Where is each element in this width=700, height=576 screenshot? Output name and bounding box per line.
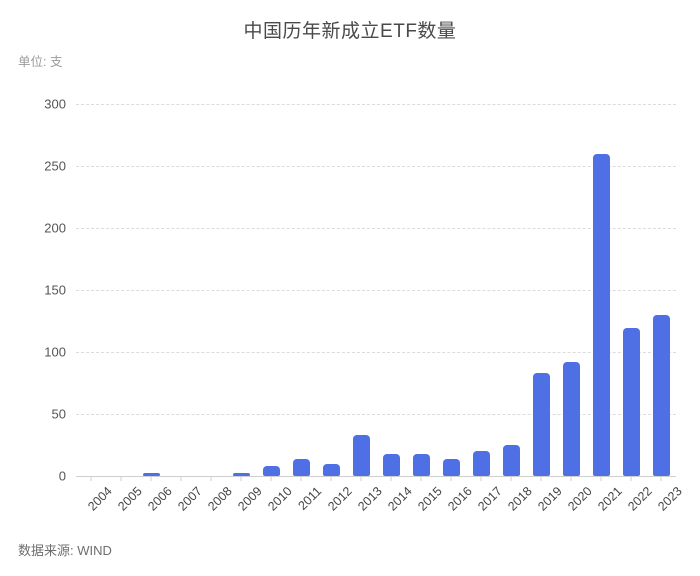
x-label-slot: 2022	[616, 482, 655, 542]
x-label-slot: 2019	[526, 482, 565, 542]
x-label-slot: 2007	[166, 482, 205, 542]
bar[interactable]	[412, 453, 430, 476]
x-label-slot: 2005	[106, 482, 145, 542]
bar-slot[interactable]	[226, 104, 256, 481]
x-axis-tickmark	[90, 476, 92, 481]
bar[interactable]	[472, 451, 490, 476]
x-label-slot: 2014	[376, 482, 415, 542]
x-axis-tickmark	[420, 476, 422, 481]
y-axis-tick-label: 0	[58, 468, 66, 484]
x-label-slot: 2011	[286, 482, 324, 542]
bar[interactable]	[292, 458, 310, 476]
x-axis-tickmark	[450, 476, 452, 481]
x-label-slot: 2010	[256, 482, 295, 542]
x-axis-tick-label: 2023	[655, 484, 685, 514]
x-label-slot: 2006	[136, 482, 175, 542]
x-axis-tickmark	[570, 476, 572, 481]
bar-slot[interactable]	[166, 104, 196, 481]
bar[interactable]	[442, 458, 460, 476]
x-label-slot: 2013	[346, 482, 385, 542]
x-label-slot: 2012	[316, 482, 355, 542]
x-axis-tickmark	[510, 476, 512, 481]
bar[interactable]	[622, 328, 640, 476]
plot-area	[76, 104, 676, 481]
bar[interactable]	[562, 361, 580, 476]
bar-series	[76, 104, 676, 481]
bar-slot[interactable]	[136, 104, 166, 481]
bar-slot[interactable]	[316, 104, 346, 481]
gridline	[76, 352, 676, 353]
x-axis-labels: 2004 2005 2006 2007 2008 2009 2010 2011 2012 2013…	[76, 482, 685, 542]
y-axis-tick-label: 250	[44, 158, 66, 174]
bar[interactable]	[502, 445, 520, 476]
gridline	[76, 228, 676, 229]
bar-slot[interactable]	[196, 104, 226, 481]
x-axis-tickmark	[660, 476, 662, 481]
y-axis-tick-label: 200	[44, 220, 66, 236]
bar[interactable]	[262, 466, 280, 476]
y-axis-tick-label: 150	[44, 282, 66, 298]
chart-unit-label: 单位: 支	[18, 55, 63, 69]
x-label-slot: 2018	[496, 482, 535, 542]
bar[interactable]	[232, 473, 250, 476]
x-axis-tickmark	[630, 476, 632, 481]
x-label-slot: 2021	[586, 482, 625, 542]
chart-title: 中国历年新成立ETF数量	[243, 21, 457, 42]
x-label-slot: 2009	[226, 482, 265, 542]
bar-slot[interactable]	[286, 104, 316, 481]
x-axis-tickmark	[240, 476, 242, 481]
chart-source: 数据来源: WIND	[18, 543, 112, 558]
gridline	[76, 104, 676, 105]
bar[interactable]	[322, 463, 340, 476]
bar-slot[interactable]	[376, 104, 406, 481]
bar[interactable]	[592, 153, 610, 476]
bar[interactable]	[352, 435, 370, 476]
x-axis-tickmark	[480, 476, 482, 481]
bar-slot[interactable]	[646, 104, 676, 481]
x-axis-tickmark	[270, 476, 272, 481]
x-axis-tickmark	[390, 476, 392, 481]
y-axis-tick-label: 100	[44, 344, 66, 360]
bar-slot[interactable]	[526, 104, 556, 481]
x-axis-tickmark	[330, 476, 332, 481]
x-label-slot: 2016	[436, 482, 475, 542]
x-label-slot: 2017	[466, 482, 505, 542]
x-axis-tickmark	[300, 476, 302, 481]
gridline	[76, 476, 676, 477]
x-label-slot: 2023	[646, 482, 685, 542]
bar-slot[interactable]	[406, 104, 436, 481]
bar-slot[interactable]	[466, 104, 496, 481]
bar[interactable]	[532, 373, 550, 476]
x-label-slot: 2004	[76, 482, 115, 542]
bar[interactable]	[652, 314, 670, 476]
bar-slot[interactable]	[496, 104, 526, 481]
bar-slot[interactable]	[556, 104, 586, 481]
gridline	[76, 290, 676, 291]
gridline	[76, 166, 676, 167]
bar[interactable]	[142, 473, 160, 476]
y-axis-tick-label: 50	[51, 406, 66, 422]
bar-slot[interactable]	[616, 104, 646, 481]
bar-slot[interactable]	[436, 104, 466, 481]
bar-slot[interactable]	[346, 104, 376, 481]
bar-slot[interactable]	[106, 104, 136, 481]
x-axis-tickmark	[120, 476, 122, 481]
x-axis-tickmark	[150, 476, 152, 481]
x-label-slot: 2020	[556, 482, 595, 542]
x-axis-tickmark	[210, 476, 212, 481]
x-label-slot: 2015	[406, 482, 445, 542]
bar[interactable]	[382, 453, 400, 476]
x-axis-tickmark	[360, 476, 362, 481]
y-axis-tick-label: 300	[44, 96, 66, 112]
x-axis-tickmark	[600, 476, 602, 481]
gridline	[76, 414, 676, 415]
x-axis-tickmark	[180, 476, 182, 481]
x-label-slot: 2008	[196, 482, 235, 542]
bar-slot[interactable]	[586, 104, 616, 481]
x-axis-tickmark	[540, 476, 542, 481]
bar-slot[interactable]	[256, 104, 286, 481]
bar-slot[interactable]	[76, 104, 106, 481]
